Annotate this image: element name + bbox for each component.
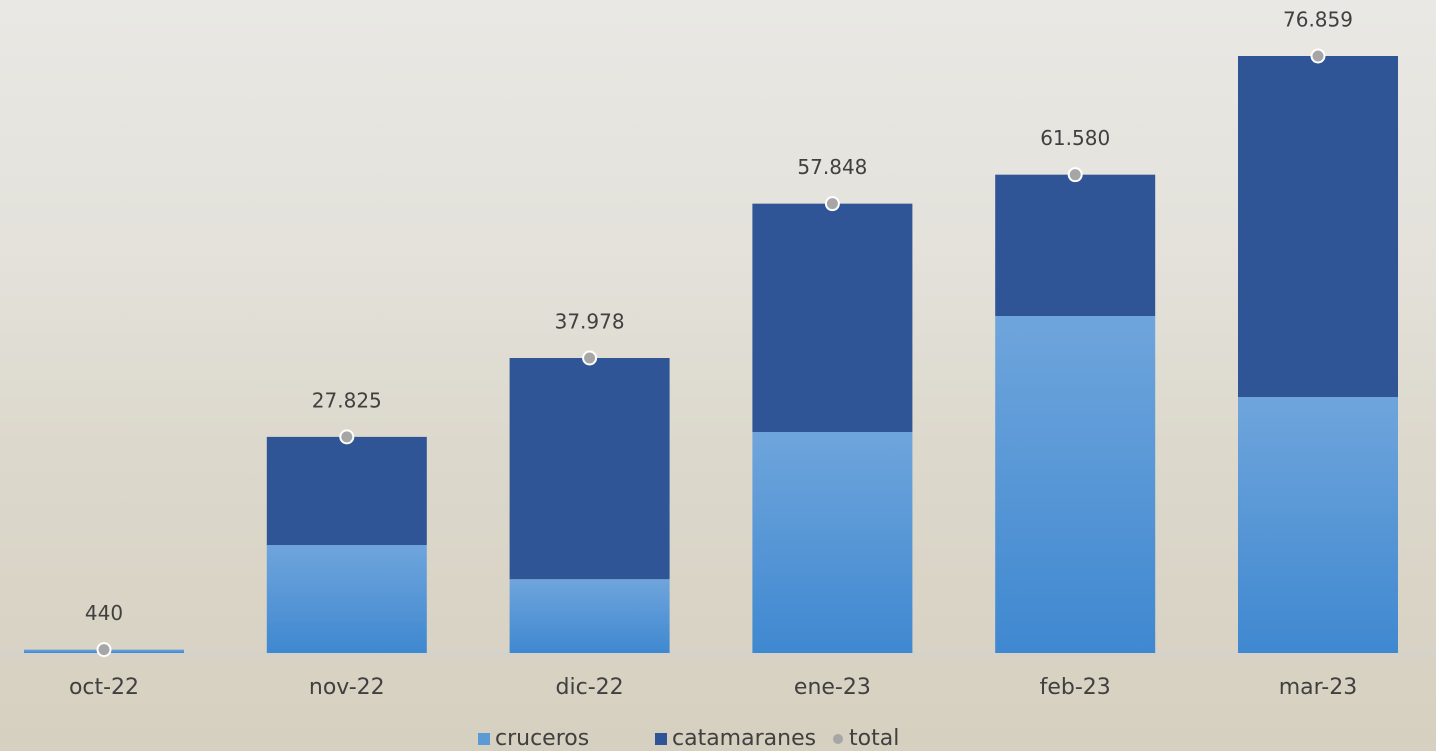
x-tick-label: oct-22 bbox=[69, 675, 139, 700]
legend-label: cruceros bbox=[495, 726, 589, 751]
x-tick-label: ene-23 bbox=[794, 675, 871, 700]
total-dot bbox=[582, 350, 598, 366]
bar-catamaranes bbox=[995, 174, 1156, 317]
total-label: 76.859 bbox=[1283, 8, 1353, 32]
x-tick-label: mar-23 bbox=[1279, 675, 1357, 700]
bar-cruceros bbox=[995, 316, 1156, 653]
legend-marker bbox=[655, 733, 667, 745]
total-label: 440 bbox=[85, 601, 123, 625]
bar-catamaranes bbox=[1238, 56, 1398, 398]
bar-cruceros bbox=[266, 545, 427, 653]
legend-marker bbox=[478, 733, 490, 745]
x-tick-label: dic-22 bbox=[556, 675, 624, 700]
total-dot bbox=[1067, 167, 1083, 183]
total-dot bbox=[96, 642, 112, 658]
x-tick-label: feb-23 bbox=[1040, 675, 1111, 700]
bar-cruceros bbox=[752, 432, 913, 653]
legend-marker bbox=[833, 734, 843, 744]
legend-label: catamaranes bbox=[672, 726, 816, 751]
total-dot bbox=[339, 429, 355, 445]
total-dot bbox=[1310, 48, 1326, 64]
bar-cruceros bbox=[509, 579, 670, 653]
total-label: 57.848 bbox=[797, 155, 867, 179]
legend-label: total bbox=[849, 726, 899, 751]
bar-catamaranes bbox=[509, 358, 670, 580]
bar-cruceros bbox=[1238, 397, 1398, 653]
total-label: 27.825 bbox=[312, 388, 382, 412]
total-label: 37.978 bbox=[555, 310, 625, 334]
x-tick-label: nov-22 bbox=[309, 675, 385, 700]
total-dot bbox=[824, 196, 840, 212]
bar-catamaranes bbox=[752, 203, 913, 433]
total-label: 61.580 bbox=[1040, 126, 1110, 150]
bar-catamaranes bbox=[266, 436, 427, 546]
